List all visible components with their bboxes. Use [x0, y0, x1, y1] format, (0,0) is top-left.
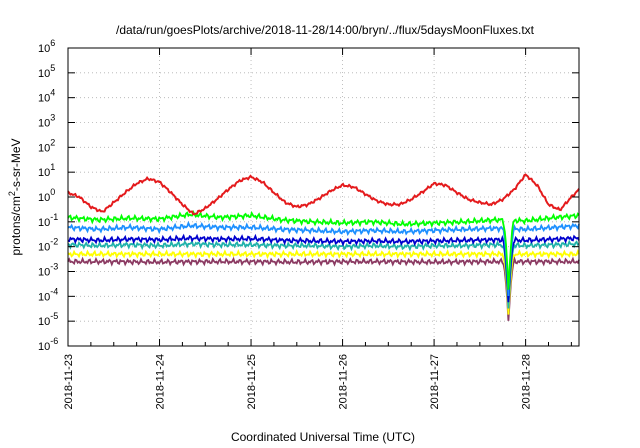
series-line	[67, 248, 580, 315]
x-tick-label: 2018-11-27	[429, 354, 441, 409]
y-tick-label: 105	[38, 63, 55, 80]
x-tick-label: 2018-11-28	[521, 354, 533, 409]
y-tick-label: 104	[38, 88, 55, 105]
y-axis-label: protons/cm2-s-sr-MeV	[7, 138, 23, 255]
y-tick-label: 106	[38, 38, 55, 55]
x-tick-label: 2018-11-23	[63, 354, 75, 409]
x-tick-label: 2018-11-24	[155, 354, 167, 409]
y-tick-label: 10-5	[38, 311, 58, 328]
x-axis-label: Coordinated Universal Time (UTC)	[231, 430, 415, 444]
y-tick-label: 10-6	[38, 336, 58, 353]
series-line	[67, 233, 580, 303]
y-tick-label: 101	[38, 162, 55, 179]
series-line	[67, 209, 580, 290]
y-tick-label: 10-2	[38, 237, 58, 254]
axis-ticks	[67, 47, 579, 347]
y-tick-label: 103	[38, 113, 55, 130]
y-tick-labels: 106 105 104 103 102 101 100 10-1 10-2 10-3 10-4 10-…	[38, 38, 58, 353]
chart-title: /data/run/goesPlots/archive/2018-11-28/1…	[116, 23, 535, 37]
x-tick-labels: 2018-11-23 2018-11-24 2018-11-25 2018-11-26…	[63, 354, 533, 409]
grid-lines	[68, 48, 579, 346]
y-tick-label: 102	[38, 137, 55, 154]
y-tick-label: 10-4	[38, 286, 58, 303]
series-line	[67, 173, 580, 216]
x-tick-label: 2018-11-26	[338, 354, 350, 409]
x-tick-label: 2018-11-25	[246, 354, 258, 409]
series-lines	[67, 173, 580, 321]
y-tick-label: 10-1	[38, 212, 58, 229]
series-line	[67, 220, 580, 296]
y-tick-label: 10-3	[38, 262, 58, 279]
y-tick-label: 100	[38, 187, 55, 204]
series-line	[67, 255, 580, 321]
